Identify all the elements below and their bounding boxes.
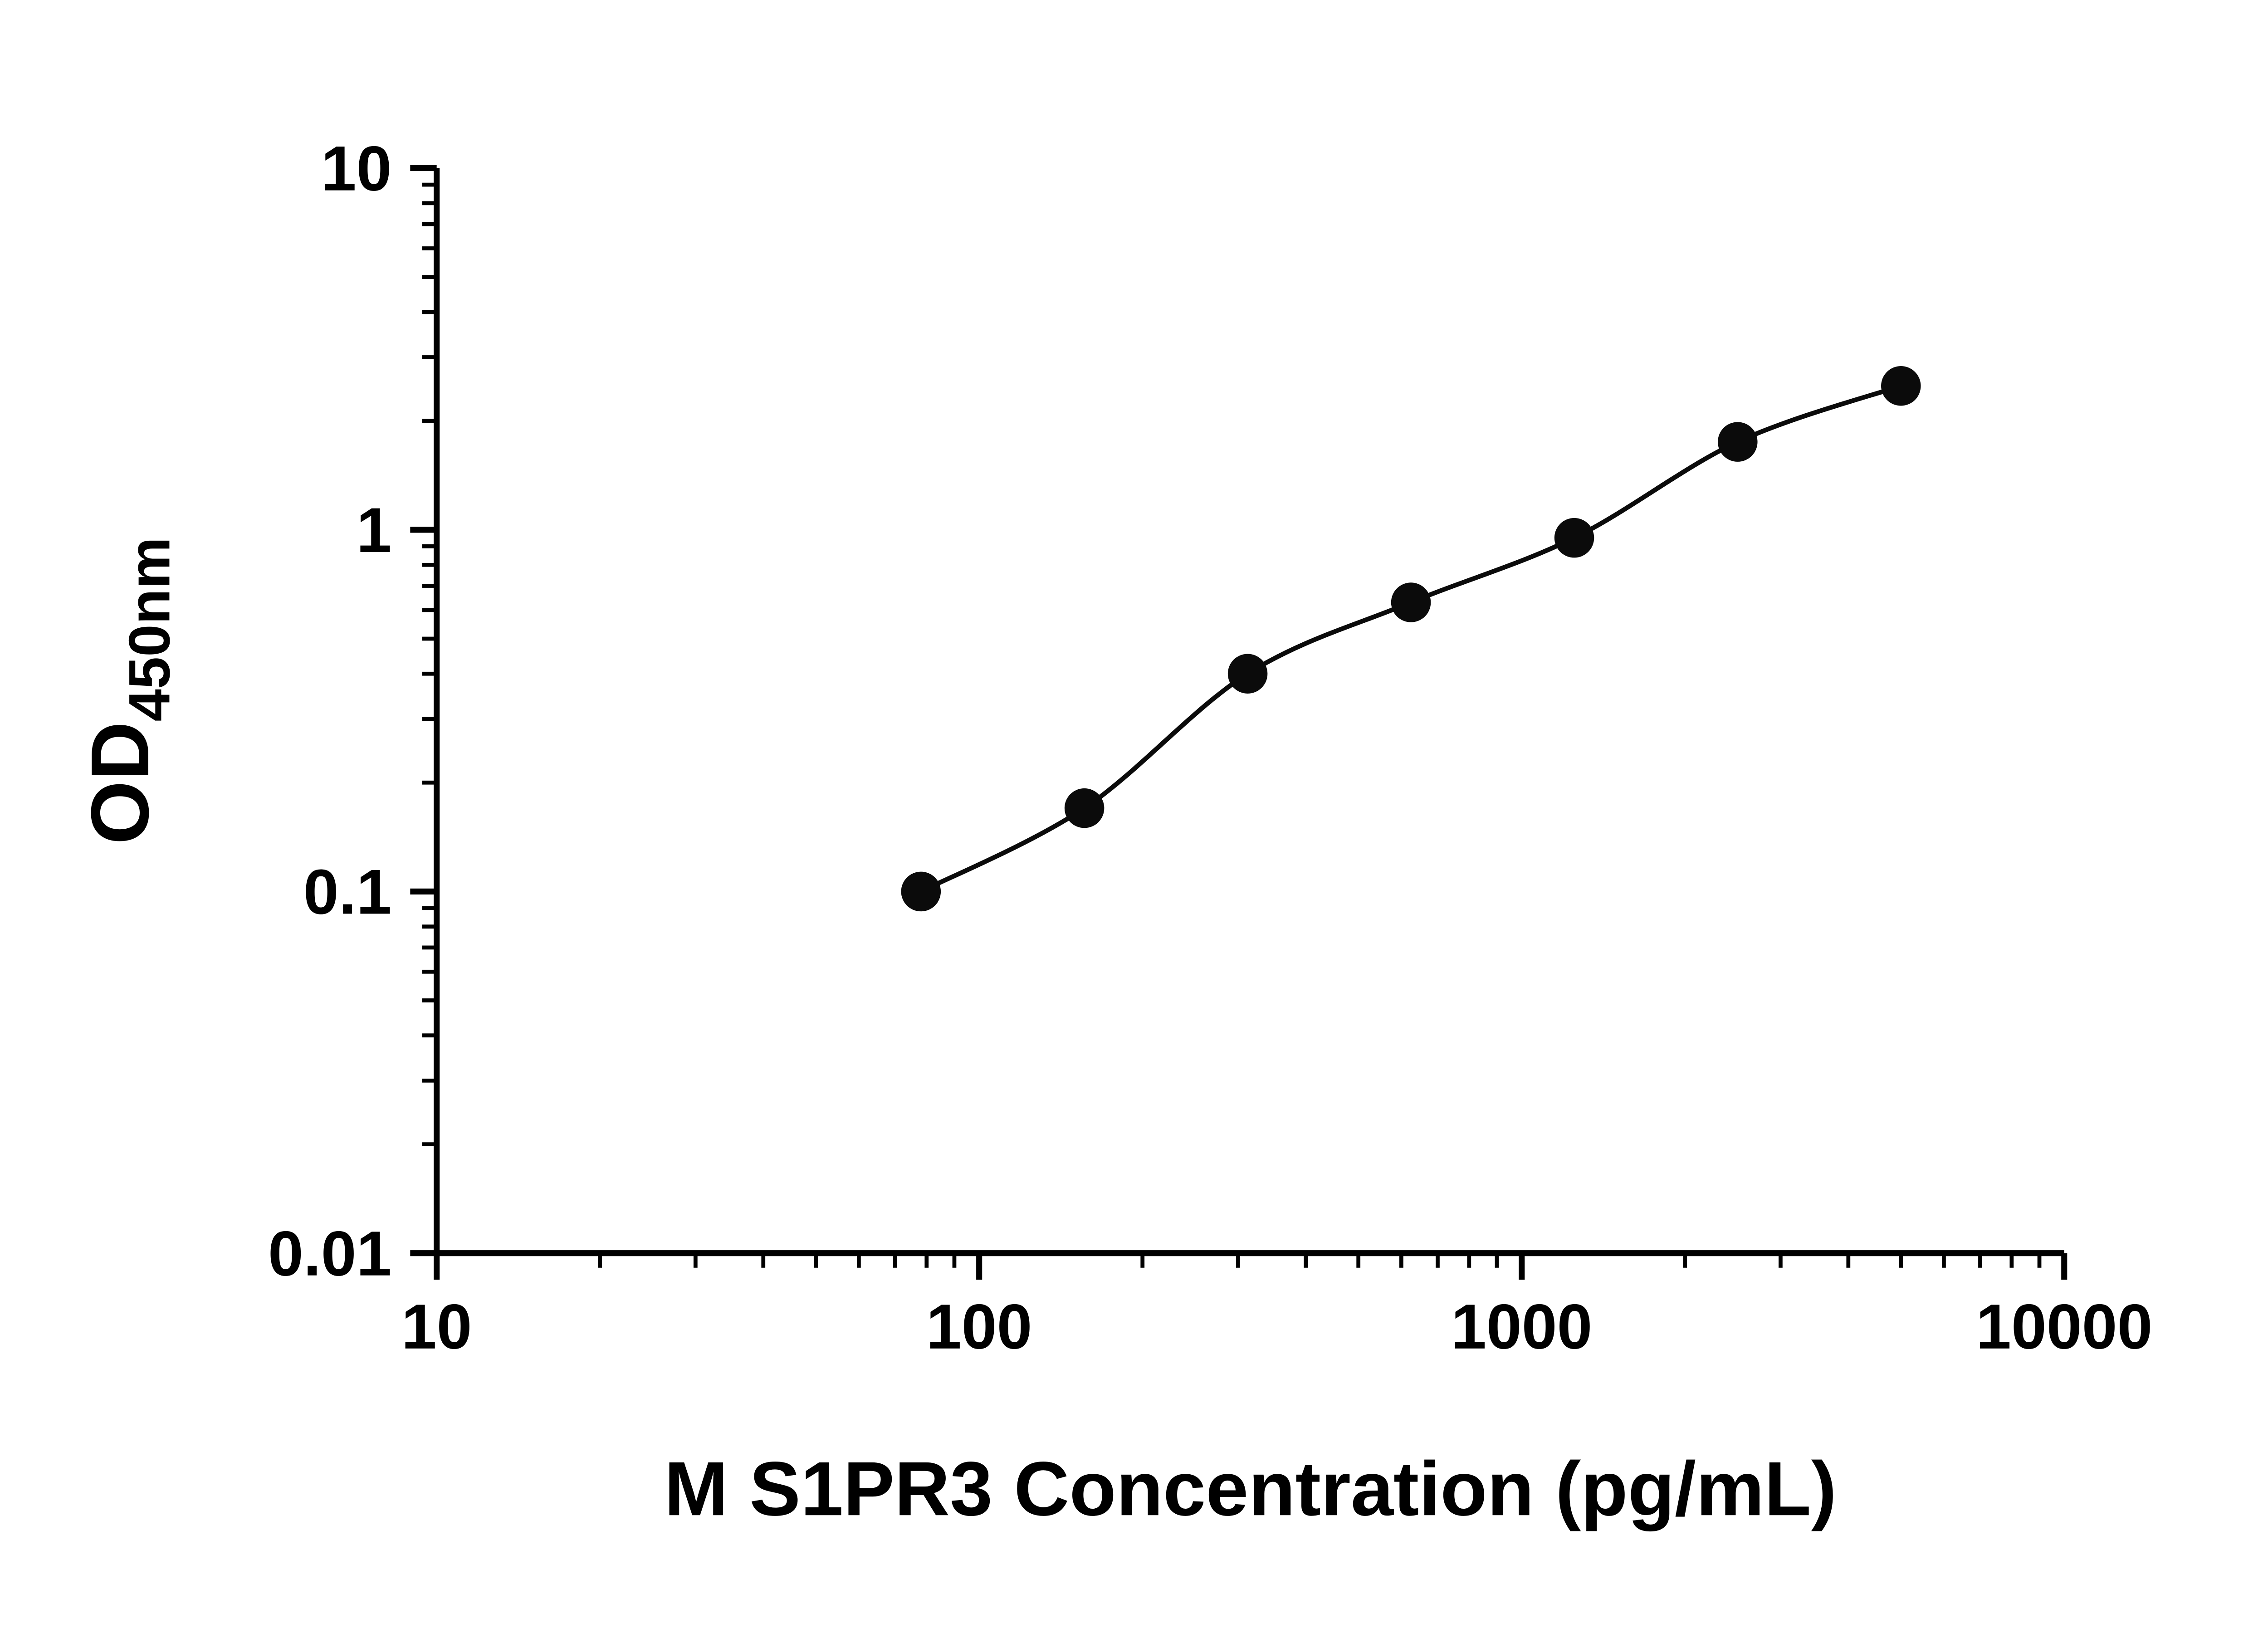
data-point bbox=[1881, 366, 1921, 406]
y-tick-label: 0.1 bbox=[303, 856, 392, 927]
data-point bbox=[1064, 788, 1105, 828]
data-point bbox=[1227, 654, 1268, 694]
y-axis-title-sub: 450nm bbox=[117, 537, 182, 722]
axes bbox=[434, 168, 2064, 1257]
y-tick-label: 0.01 bbox=[268, 1218, 392, 1289]
x-axis-title: M S1PR3 Concentration (pg/mL) bbox=[664, 1446, 1837, 1531]
x-tick-label: 100 bbox=[926, 1291, 1032, 1362]
x-tick-label: 10000 bbox=[1976, 1291, 2152, 1362]
data-point bbox=[901, 871, 941, 912]
y-tick-label: 1 bbox=[357, 494, 392, 566]
y-tick-label: 10 bbox=[321, 133, 392, 204]
data-point bbox=[1391, 582, 1431, 622]
data-point bbox=[1554, 518, 1594, 558]
y-axis-title: OD450nm bbox=[74, 537, 182, 845]
series-layer bbox=[901, 366, 1921, 912]
data-point bbox=[1718, 422, 1758, 462]
tick-labels: 10 100 1000 10000 0.01 0.1 1 10 bbox=[268, 133, 2152, 1362]
y-axis-title-main: OD bbox=[74, 722, 166, 845]
x-tick-label: 1000 bbox=[1451, 1291, 1592, 1362]
minor-ticks bbox=[422, 182, 2042, 1268]
x-tick-label: 10 bbox=[401, 1291, 472, 1362]
axis-lines bbox=[434, 168, 2064, 1257]
major-ticks bbox=[410, 165, 2068, 1280]
